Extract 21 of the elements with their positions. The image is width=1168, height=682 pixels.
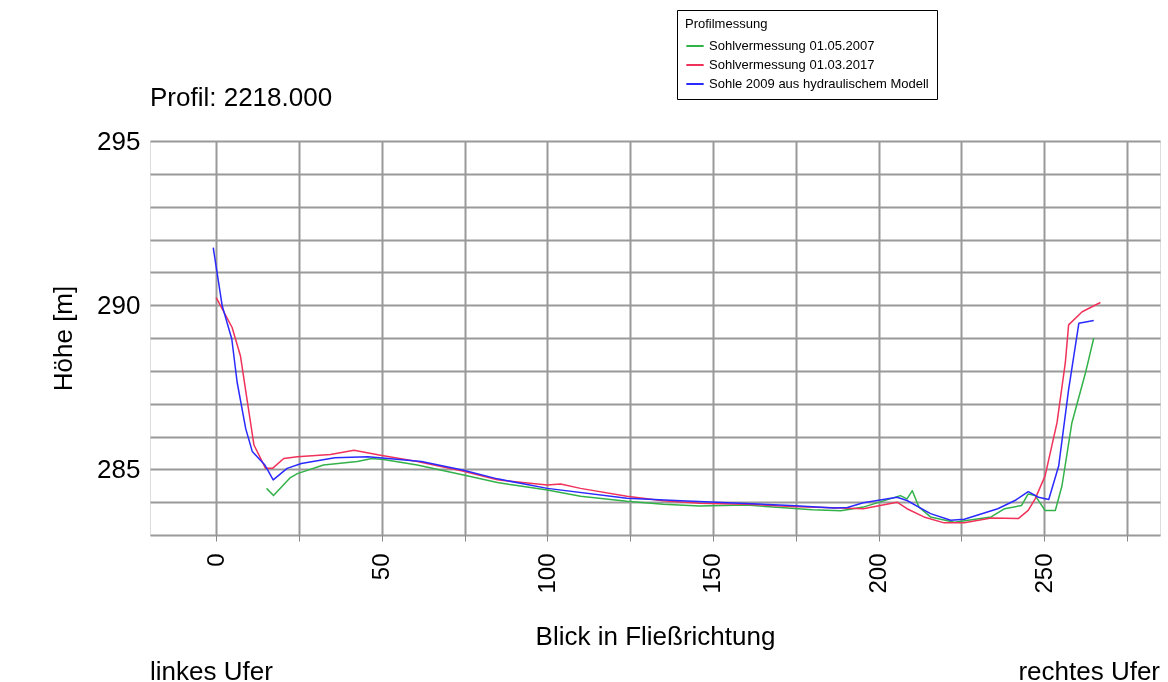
legend-title: Profilmessung — [685, 16, 768, 31]
x-tick-label: 0 — [201, 553, 229, 567]
x-tick-label: 150 — [698, 553, 726, 594]
line-series — [215, 296, 1102, 524]
x-tick-label: 200 — [864, 553, 892, 594]
text: rechtes Ufer — [1018, 656, 1161, 682]
legend-label: Sohlvermessung 01.03.2017 — [709, 57, 875, 72]
line-series — [212, 246, 1095, 521]
x-tick-label: 100 — [532, 553, 560, 594]
legend-label: Sohle 2009 aus hydraulischem Modell — [709, 76, 929, 91]
y-axis-title: Höhe [m] — [48, 285, 79, 392]
text: linkes Ufer — [150, 656, 274, 682]
y-tick-label: 295 — [97, 125, 141, 156]
chart-title: Profil: 2218.000 — [150, 82, 333, 112]
legend-label: Sohlvermessung 01.05.2007 — [709, 38, 875, 53]
line-series — [265, 337, 1095, 523]
x-tick-label: 50 — [367, 553, 395, 581]
y-tick-label: 285 — [97, 453, 141, 484]
y-tick-label: 290 — [97, 289, 141, 320]
x-tick-label: 250 — [1029, 553, 1057, 594]
x-axis-title: Blick in Fließrichtung — [535, 620, 776, 651]
